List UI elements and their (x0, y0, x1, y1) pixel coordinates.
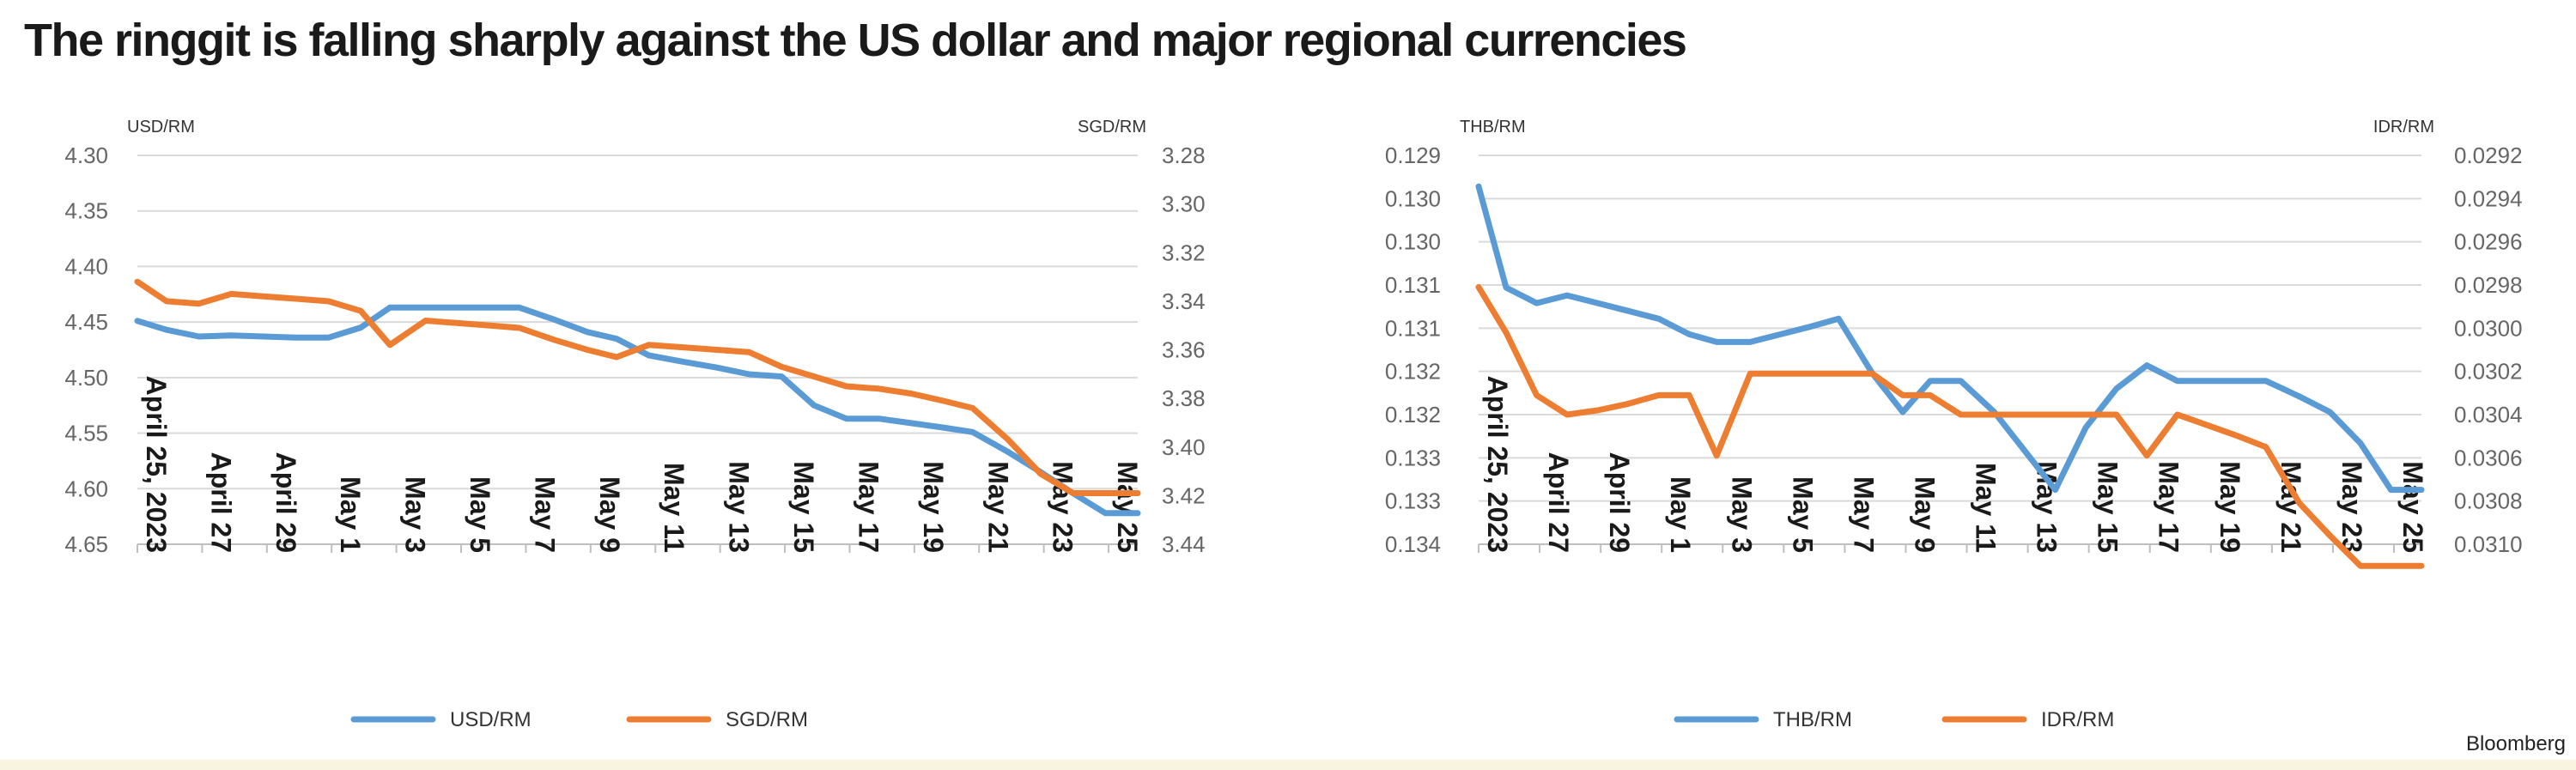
source-note: Bloomberg (2465, 732, 2566, 755)
left-tick-label: 0.131 (1385, 315, 1441, 341)
x-tick-label: May 25 (2397, 461, 2428, 553)
right-tick-label: 0.0306 (2454, 445, 2523, 470)
x-tick-label: May 7 (1848, 476, 1879, 553)
left-tick-label: 0.130 (1385, 185, 1441, 211)
x-tick-label: April 29 (1604, 452, 1635, 553)
page-title: The ringgit is falling sharply against t… (24, 15, 1687, 66)
x-tick-label: May 11 (659, 463, 690, 553)
series-line-sgd-rm (134, 278, 1141, 496)
left-tick-label: 4.35 (64, 198, 108, 224)
right-tick-label: 0.0296 (2454, 229, 2523, 255)
left-tick-label: 4.65 (64, 531, 108, 557)
right-tick-label: 0.0300 (2454, 315, 2523, 341)
right-tick-label: 3.34 (1162, 288, 1206, 314)
right-tick-label: 3.30 (1162, 191, 1206, 217)
left-tick-label: 4.30 (64, 142, 108, 168)
right-tick-label: 3.38 (1162, 385, 1206, 411)
x-tick-label: May 9 (1909, 476, 1940, 553)
x-tick-label: April 25, 2023 (1482, 376, 1513, 553)
x-tick-label: May 15 (788, 461, 819, 553)
x-tick-label: May 9 (594, 476, 625, 553)
thb-idr-chart: THB/RM IDR/RM 0.129 0.130 0.130 0.131 0.131 0.1… (1385, 118, 2523, 731)
left-tick-label: 4.55 (64, 421, 108, 446)
legend-label: USD/RM (450, 708, 532, 731)
x-tick-label: May 1 (335, 476, 366, 553)
right-tick-label: 0.0308 (2454, 488, 2523, 514)
x-tick-label: May 5 (465, 476, 495, 553)
x-tick-label: April 27 (205, 452, 236, 553)
left-tick-label: 0.133 (1385, 445, 1441, 470)
right-tick-label: 3.42 (1162, 482, 1206, 508)
series-line-idr-rm (1475, 284, 2425, 569)
usd-sgd-chart: USD/RM SGD/RM 4.30 4.35 4.40 4.45 4.50 4.55 4.60… (64, 118, 1206, 731)
right-axis-label: IDR/RM (2373, 118, 2434, 136)
x-tick-label: May 5 (1787, 476, 1818, 553)
left-axis-label: USD/RM (127, 118, 195, 136)
series-line-usd-rm (134, 304, 1141, 517)
x-tick-label: May 17 (2154, 461, 2184, 553)
x-tick-label: May 3 (400, 476, 431, 553)
x-tick-label: May 11 (1971, 463, 2002, 553)
left-axis-label: THB/RM (1460, 118, 1526, 136)
right-tick-label: 3.28 (1162, 142, 1206, 168)
left-tick-label: 0.132 (1385, 359, 1441, 385)
left-tick-label: 0.129 (1385, 142, 1441, 168)
left-tick-label: 0.130 (1385, 229, 1441, 255)
x-tick-label: April 25, 2023 (141, 376, 172, 553)
legend-label: SGD/RM (726, 708, 808, 731)
x-tick-label: May 19 (918, 461, 949, 553)
x-tick-label: May 15 (2093, 461, 2123, 553)
legend-label: THB/RM (1773, 708, 1852, 731)
right-tick-label: 3.44 (1162, 531, 1206, 557)
right-tick-label: 0.0310 (2454, 531, 2523, 557)
left-tick-label: 0.134 (1385, 531, 1441, 557)
left-tick-label: 4.45 (64, 309, 108, 335)
x-tick-label: April 29 (270, 452, 301, 553)
left-tick-label: 4.60 (64, 476, 108, 501)
x-tick-label: May 17 (853, 461, 884, 553)
x-tick-label: May 1 (1665, 476, 1696, 553)
left-tick-label: 4.40 (64, 253, 108, 279)
right-tick-label: 3.32 (1162, 239, 1206, 265)
x-tick-label: May 21 (982, 461, 1013, 553)
right-tick-label: 0.0294 (2454, 185, 2523, 211)
footer-band (0, 760, 2576, 770)
right-tick-label: 3.36 (1162, 337, 1206, 363)
left-tick-label: 0.131 (1385, 272, 1441, 298)
right-tick-label: 0.0302 (2454, 359, 2523, 385)
x-tick-label: May 13 (724, 461, 755, 553)
x-tick-label: May 23 (2336, 461, 2367, 553)
x-tick-label: April 27 (1543, 452, 1574, 553)
series-line-thb-rm (1475, 183, 2425, 494)
right-tick-label: 0.0292 (2454, 142, 2523, 168)
left-tick-label: 0.132 (1385, 402, 1441, 427)
right-tick-label: 3.40 (1162, 434, 1206, 460)
x-tick-label: May 19 (2215, 461, 2245, 553)
left-tick-label: 0.133 (1385, 488, 1441, 514)
right-tick-label: 0.0298 (2454, 272, 2523, 298)
right-axis-label: SGD/RM (1078, 118, 1146, 136)
legend-label: IDR/RM (2041, 708, 2114, 731)
x-tick-label: May 25 (1112, 461, 1143, 553)
x-tick-label: May 23 (1048, 461, 1078, 553)
left-tick-label: 4.50 (64, 365, 108, 391)
x-tick-label: May 7 (529, 476, 560, 553)
x-tick-label: May 3 (1726, 476, 1757, 553)
right-tick-label: 0.0304 (2454, 402, 2523, 427)
